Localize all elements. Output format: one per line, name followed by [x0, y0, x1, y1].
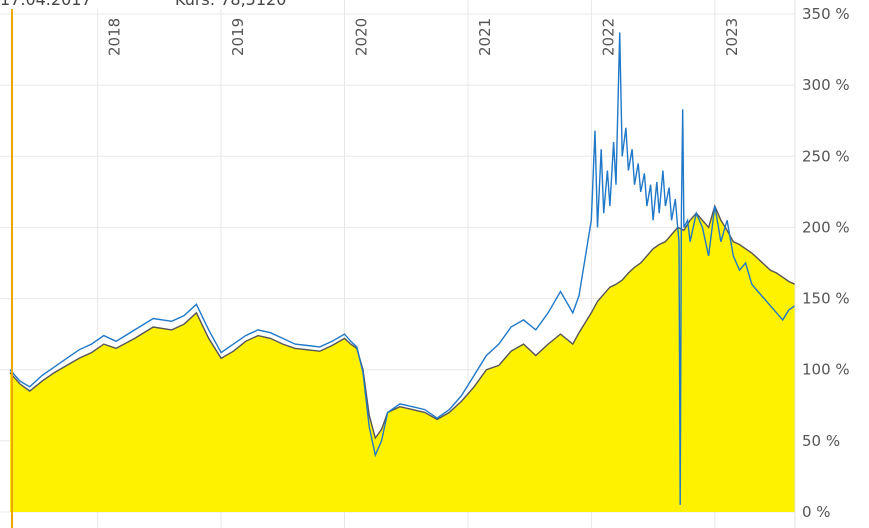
header-price: Kurs: 78,5120	[175, 0, 286, 9]
line-series	[9, 32, 796, 505]
x-tick-label: 2020	[352, 18, 370, 56]
y-tick-label: 200 %	[802, 218, 850, 236]
x-tick-label: 2022	[599, 18, 617, 56]
header-date: 17.04.2017	[0, 0, 92, 9]
y-tick-label: 150 %	[802, 290, 850, 308]
area-series-line	[9, 204, 796, 440]
x-tick-label: 2023	[723, 18, 741, 56]
x-tick-label: 2018	[106, 18, 124, 56]
y-tick-label: 0 %	[802, 503, 831, 521]
area-series-fill	[10, 206, 795, 512]
x-tick-label: 2021	[476, 18, 494, 56]
x-tick-label: 2019	[229, 18, 247, 56]
y-tick-label: 250 %	[802, 147, 850, 165]
header: 17.04.2017 Kurs: 78,5120	[0, 0, 340, 9]
y-axis-tick-labels: 0 % 50 % 100 % 150 % 200 % 250 % 300 % 350 %	[802, 5, 850, 521]
y-tick-label: 300 %	[802, 76, 850, 94]
y-tick-label: 100 %	[802, 361, 850, 379]
x-axis-tick-labels: 2018 2019 2020 2021 2022 2023	[106, 18, 741, 56]
y-tick-label: 50 %	[802, 432, 840, 450]
y-tick-label: 350 %	[802, 5, 850, 23]
